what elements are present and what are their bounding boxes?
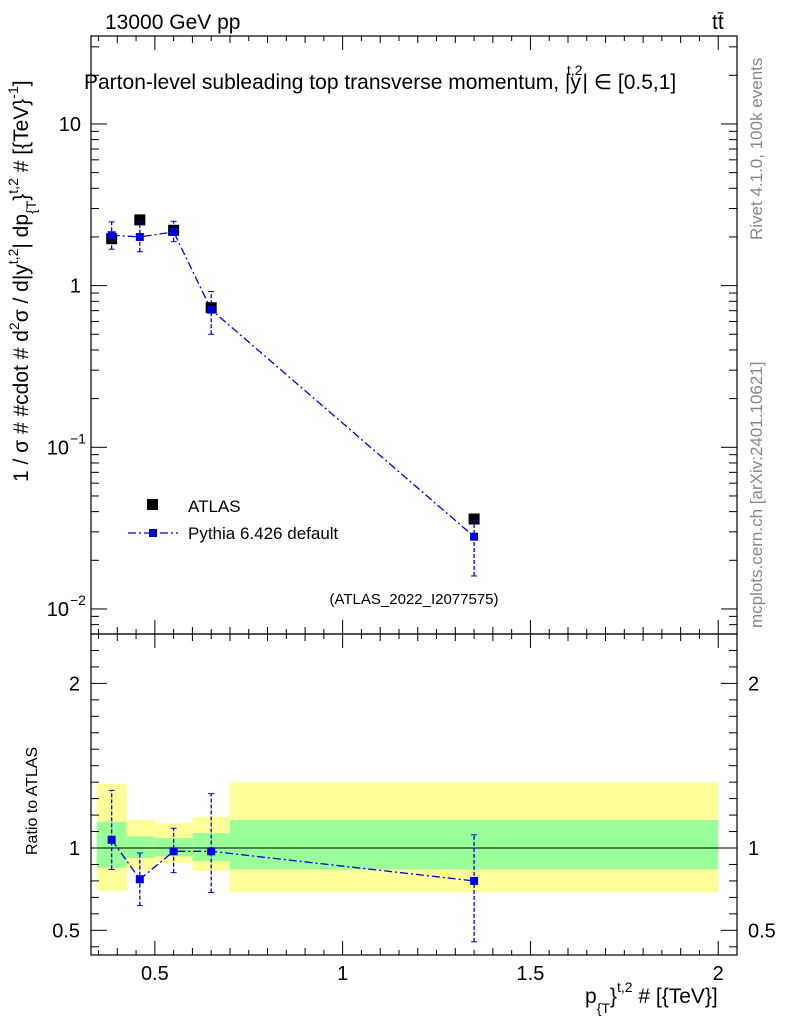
ratio-data-point (169, 847, 178, 856)
ratio-y-tick-label: 1 (69, 838, 80, 860)
x-title-sub: {T (597, 1000, 611, 1016)
y-title-supt2: t,2 (5, 248, 21, 264)
source-label: mcplots.cern.ch [arXiv:2401.10621] (747, 362, 766, 628)
x-tick-label: 1.5 (517, 963, 545, 985)
x-title-sup: t,2 (617, 979, 633, 995)
mc-data-point (135, 232, 144, 241)
ratio-y-tick-label-right: 2 (748, 673, 759, 695)
y-title-subT: {T (23, 200, 39, 214)
x-tick-label: 0.5 (141, 963, 169, 985)
y-title-supt2b: t,2 (5, 178, 21, 194)
mc-series-line (111, 231, 475, 538)
legend-mc-label: Pythia 6.426 default (188, 524, 339, 543)
y-tick-exponent: −1 (70, 430, 86, 446)
y-title-c: | dp (10, 214, 33, 249)
energy-label: 13000 GeV pp (105, 11, 240, 34)
ratio-y-tick-label: 0.5 (52, 920, 80, 942)
ratio-band-inner (126, 836, 155, 858)
y-tick-label: 10 (47, 599, 69, 621)
ratio-frame (90, 633, 738, 956)
ratio-data-point (107, 835, 116, 844)
legend-mc-marker (149, 529, 157, 537)
plot-title: Parton-level subleading top transverse m… (84, 62, 676, 94)
y-tick-label: 10 (47, 437, 69, 459)
ratio-data-point (470, 876, 479, 885)
x-tick-label: 2 (713, 963, 724, 985)
rivet-version-label: Rivet 4.1.0, 100k events (747, 58, 766, 240)
ratio-y-tick-label: 2 (69, 673, 80, 695)
ratio-y-axis-title: Ratio to ATLAS (24, 747, 41, 855)
y-title-e: # [{TeV} (10, 99, 33, 178)
main-y-axis-title: 1 / σ # #cdot # d2σ / d|yt,2| dp{T}t,2 #… (5, 80, 39, 482)
title-tail: | ∈ [0.5,1] (582, 71, 676, 94)
ratio-data-point (135, 875, 144, 884)
y-title-d: } (10, 194, 33, 201)
legend-atlas-label: ATLAS (188, 497, 241, 516)
x-title-p: p (585, 985, 597, 1008)
x-title-close: } (610, 985, 617, 1008)
atlas-data-point (134, 214, 146, 226)
x-tick-label: 1 (337, 963, 348, 985)
mc-data-point (169, 227, 178, 236)
x-title-rest: # [{TeV}] (633, 985, 718, 1008)
mc-data-point (207, 305, 216, 314)
atlas-data-point (468, 513, 480, 525)
x-axis-title: p{T}t,2 # [{TeV}] (585, 979, 718, 1016)
y-title-sup2: 2 (6, 322, 22, 330)
legend-atlas-marker (147, 499, 158, 510)
y-title-supm1: -1 (5, 86, 21, 99)
ratio-y-tick-label-right: 1 (748, 838, 759, 860)
mc-data-point (107, 231, 116, 240)
ratio-data-point (207, 847, 216, 856)
title-y: y (570, 71, 581, 94)
y-title-b: σ / d|y (10, 264, 33, 323)
process-label: tt̄ (712, 11, 724, 34)
y-title-a: 1 / σ # #cdot # d (10, 330, 33, 482)
y-tick-exponent: −2 (70, 592, 86, 608)
y-tick-label: 10 (59, 114, 81, 136)
mc-data-point (470, 532, 479, 541)
y-title-f: ] (10, 80, 33, 86)
analysis-reference: (ATLAS_2022_I2077575) (329, 591, 498, 608)
title-sup: t,2 (567, 62, 583, 78)
ratio-y-tick-label-right: 0.5 (748, 920, 776, 942)
title-main: Parton-level subleading top transverse m… (84, 71, 570, 94)
main-frame (90, 35, 738, 635)
y-tick-label: 1 (70, 276, 81, 298)
